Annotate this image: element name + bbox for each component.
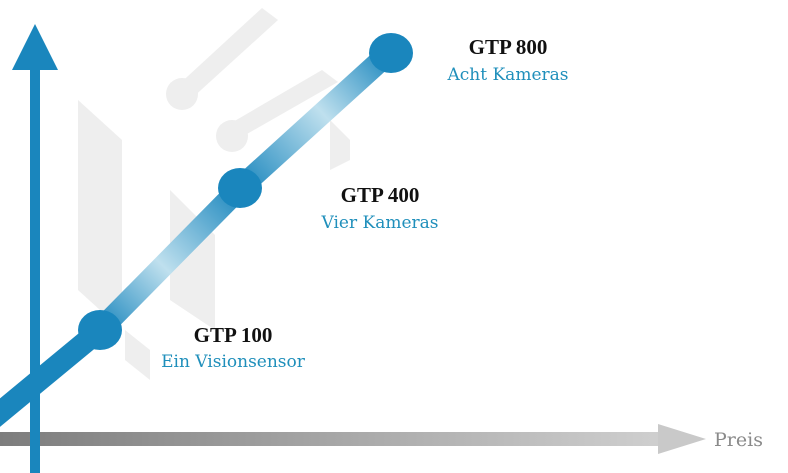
product-name: GTP 400 xyxy=(341,183,420,207)
node xyxy=(78,310,122,350)
product-name: GTP 100 xyxy=(194,323,273,347)
y-axis xyxy=(30,60,40,473)
diagram: Preis GTP 100 Ein Visionsensor GTP 400 V… xyxy=(0,0,788,473)
product-description: Acht Kameras xyxy=(447,65,569,85)
axis-label: Preis xyxy=(714,429,763,451)
node xyxy=(369,33,413,73)
x-axis-arrow xyxy=(658,424,706,454)
node xyxy=(218,168,262,208)
product-name: GTP 800 xyxy=(469,35,548,59)
x-axis xyxy=(0,432,662,446)
product-description: Vier Kameras xyxy=(320,213,438,233)
product-description: Ein Visionsensor xyxy=(161,352,306,372)
y-axis-arrow xyxy=(12,24,58,70)
